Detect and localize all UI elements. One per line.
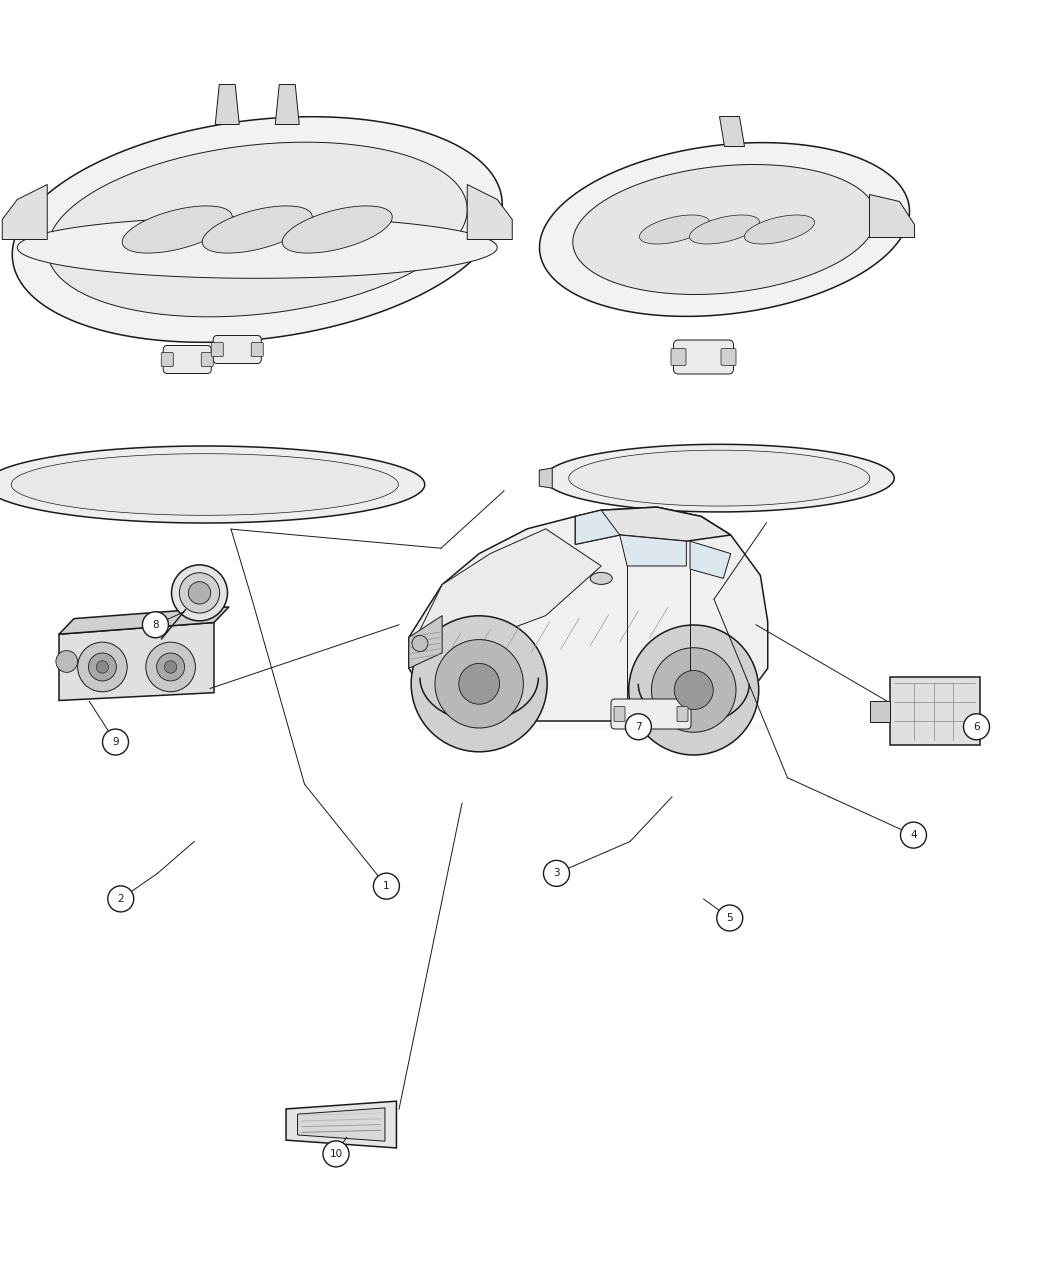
Circle shape — [626, 714, 651, 740]
Circle shape — [412, 616, 547, 752]
Polygon shape — [297, 1108, 385, 1141]
FancyBboxPatch shape — [611, 699, 691, 729]
Circle shape — [88, 653, 117, 681]
Circle shape — [171, 565, 228, 621]
FancyBboxPatch shape — [251, 343, 264, 357]
Text: 7: 7 — [635, 722, 642, 732]
Polygon shape — [416, 720, 768, 731]
Ellipse shape — [590, 572, 612, 584]
Polygon shape — [575, 510, 620, 544]
Circle shape — [964, 714, 989, 740]
Circle shape — [108, 886, 133, 912]
Circle shape — [97, 660, 108, 673]
Circle shape — [103, 729, 128, 755]
Polygon shape — [467, 185, 512, 240]
Circle shape — [78, 643, 127, 692]
FancyBboxPatch shape — [869, 701, 889, 722]
Polygon shape — [540, 143, 909, 316]
Polygon shape — [17, 217, 498, 278]
Polygon shape — [690, 541, 731, 579]
FancyBboxPatch shape — [162, 352, 173, 366]
Text: 4: 4 — [910, 830, 917, 840]
FancyBboxPatch shape — [721, 348, 736, 366]
Polygon shape — [2, 185, 47, 240]
Circle shape — [143, 612, 168, 638]
Text: 2: 2 — [118, 894, 124, 904]
Polygon shape — [544, 444, 895, 513]
Circle shape — [674, 671, 713, 709]
Circle shape — [180, 572, 219, 613]
Text: 3: 3 — [553, 868, 560, 878]
FancyBboxPatch shape — [614, 706, 625, 722]
Circle shape — [323, 1141, 349, 1167]
FancyBboxPatch shape — [202, 352, 213, 366]
FancyBboxPatch shape — [673, 340, 734, 374]
Polygon shape — [690, 215, 759, 244]
Circle shape — [717, 905, 742, 931]
Circle shape — [459, 663, 500, 704]
Polygon shape — [408, 529, 602, 690]
Text: 10: 10 — [330, 1149, 342, 1159]
Circle shape — [412, 635, 428, 652]
Polygon shape — [59, 622, 214, 700]
Polygon shape — [0, 446, 425, 523]
Text: 5: 5 — [727, 913, 733, 923]
Polygon shape — [282, 207, 393, 252]
Polygon shape — [215, 84, 239, 125]
Polygon shape — [203, 207, 312, 252]
Polygon shape — [639, 215, 710, 244]
Polygon shape — [620, 536, 687, 566]
Polygon shape — [286, 1102, 397, 1148]
FancyBboxPatch shape — [213, 335, 261, 363]
Polygon shape — [719, 116, 744, 147]
Polygon shape — [573, 164, 876, 295]
Polygon shape — [575, 507, 731, 544]
Circle shape — [629, 625, 759, 755]
Circle shape — [146, 643, 195, 692]
Text: 8: 8 — [152, 620, 159, 630]
FancyBboxPatch shape — [677, 706, 688, 722]
Polygon shape — [275, 84, 299, 125]
Circle shape — [165, 660, 176, 673]
Text: 9: 9 — [112, 737, 119, 747]
Polygon shape — [12, 454, 398, 515]
Circle shape — [651, 648, 736, 732]
Circle shape — [188, 581, 211, 604]
Circle shape — [156, 653, 185, 681]
Polygon shape — [408, 507, 768, 720]
FancyBboxPatch shape — [889, 677, 980, 746]
Polygon shape — [408, 616, 442, 668]
Circle shape — [56, 650, 78, 672]
Polygon shape — [122, 207, 232, 252]
Circle shape — [435, 640, 523, 728]
Polygon shape — [569, 450, 869, 506]
FancyBboxPatch shape — [163, 346, 211, 374]
Text: 6: 6 — [973, 722, 980, 732]
Polygon shape — [47, 143, 467, 316]
Polygon shape — [540, 468, 552, 488]
Circle shape — [901, 822, 926, 848]
Polygon shape — [744, 215, 815, 244]
FancyBboxPatch shape — [211, 343, 224, 357]
Circle shape — [374, 873, 399, 899]
Circle shape — [544, 861, 569, 886]
Polygon shape — [869, 195, 915, 237]
Text: 1: 1 — [383, 881, 390, 891]
Polygon shape — [13, 117, 502, 342]
Polygon shape — [59, 607, 229, 634]
FancyBboxPatch shape — [671, 348, 686, 366]
